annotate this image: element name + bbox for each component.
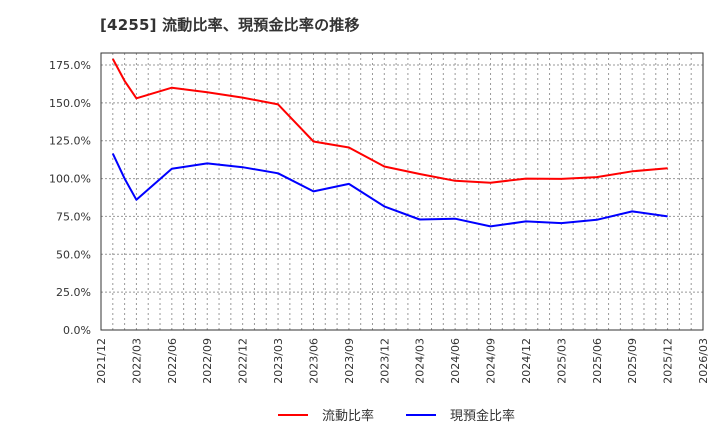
y-tick-label: 25.0% [56, 286, 91, 299]
legend-item-current-ratio: 流動比率 [278, 405, 374, 424]
legend-label-cash-ratio: 現預金比率 [450, 409, 516, 424]
grid-lines [101, 53, 703, 330]
y-tick-label: 0.0% [63, 324, 91, 337]
legend-item-cash-ratio: 現預金比率 [406, 405, 515, 424]
legend-line-icon-blue [406, 413, 437, 416]
x-tick-label: 2025/12 [662, 338, 675, 384]
x-tick-label: 2024/03 [414, 338, 427, 384]
x-tick-label: 2022/03 [130, 338, 143, 384]
x-tick-label: 2023/03 [272, 338, 285, 384]
x-tick-label: 2025/03 [555, 338, 568, 384]
series-cash-ratio [111, 153, 668, 228]
data-series [111, 58, 668, 228]
y-axis-ticks: 0.0% 25.0% 50.0% 75.0% 100.0% 125.0% 150.0% 175… [49, 59, 91, 337]
y-tick-label: 125.0% [49, 135, 91, 148]
y-tick-label: 100.0% [49, 173, 91, 186]
x-tick-label: 2022/06 [166, 338, 179, 384]
legend-line-icon-red [278, 413, 308, 416]
x-tick-label: 2022/12 [237, 338, 250, 384]
legend-label-current-ratio: 流動比率 [322, 409, 375, 424]
x-tick-label: 2022/09 [201, 338, 214, 384]
x-tick-label: 2025/09 [626, 338, 639, 384]
y-tick-label: 150.0% [49, 97, 91, 110]
chart-title: [4255] 流動比率、現預金比率の推移 [100, 16, 360, 34]
y-tick-label: 50.0% [56, 248, 91, 261]
x-tick-label: 2021/12 [95, 338, 108, 384]
x-tick-label: 2026/03 [697, 338, 710, 384]
x-tick-label: 2024/09 [485, 338, 498, 384]
x-tick-label: 2023/12 [378, 338, 391, 384]
x-tick-label: 2023/06 [307, 338, 320, 384]
x-tick-label: 2024/12 [520, 338, 533, 384]
x-tick-label: 2023/09 [343, 338, 356, 384]
y-tick-label: 75.0% [56, 210, 91, 223]
x-axis-ticks: 2021/12 2022/03 2022/06 2022/09 2022/12 2023/… [95, 338, 710, 384]
legend: 流動比率 現預金比率 [278, 405, 547, 424]
series-current-ratio [111, 58, 668, 184]
plot-frame [100, 52, 704, 331]
x-tick-label: 2024/06 [449, 338, 462, 384]
y-tick-label: 175.0% [49, 59, 91, 72]
x-tick-label: 2025/06 [591, 338, 604, 384]
